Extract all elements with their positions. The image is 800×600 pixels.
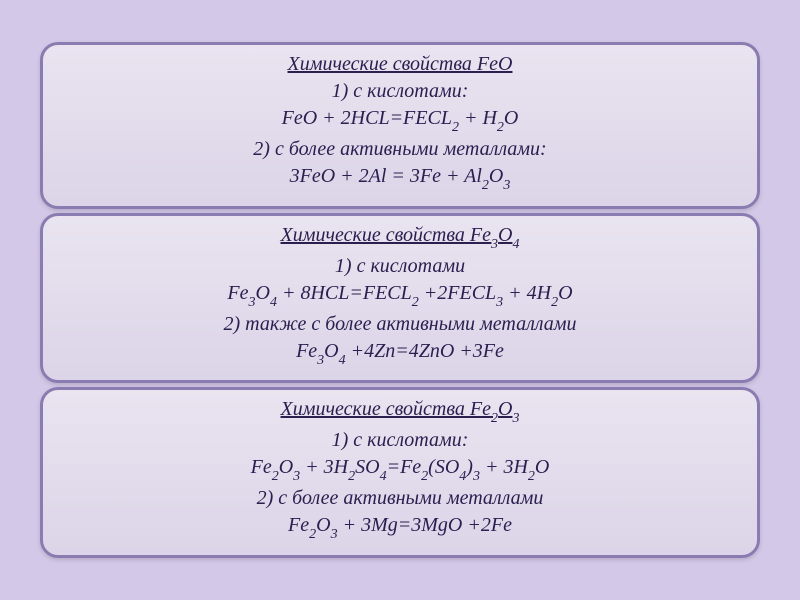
properties-card-feo: Химические свойства FeO 1) с кислотами: … bbox=[40, 42, 760, 209]
card-line: Fe2O3 + 3Mg=3MgO +2Fe bbox=[59, 512, 741, 543]
card-title: Химические свойства Fe3O4 bbox=[59, 224, 741, 251]
properties-card-fe3o4: Химические свойства Fe3O4 1) с кислотами… bbox=[40, 213, 760, 384]
card-line: 1) с кислотами: bbox=[59, 427, 741, 454]
card-line: FeO + 2HCL=FECL2 + H2O bbox=[59, 105, 741, 136]
card-title: Химические свойства Fe2O3 bbox=[59, 398, 741, 425]
card-line: 2) с более активными металлами bbox=[59, 485, 741, 512]
card-line: Fe2O3 + 3H2SO4=Fe2(SO4)3 + 3H2O bbox=[59, 454, 741, 485]
card-line: 1) с кислотами: bbox=[59, 78, 741, 105]
card-line: Fe3O4 + 8HCL=FECL2 +2FECL3 + 4H2O bbox=[59, 280, 741, 311]
card-line: 2) с более активными металлами: bbox=[59, 136, 741, 163]
card-title: Химические свойства FeO bbox=[59, 53, 741, 76]
card-line: 3FeO + 2Al = 3Fe + Al2O3 bbox=[59, 163, 741, 194]
card-line: 2) также с более активными металлами bbox=[59, 311, 741, 338]
card-line: Fe3O4 +4Zn=4ZnO +3Fe bbox=[59, 338, 741, 369]
card-line: 1) с кислотами bbox=[59, 253, 741, 280]
properties-card-fe2o3: Химические свойства Fe2O3 1) с кислотами… bbox=[40, 387, 760, 558]
